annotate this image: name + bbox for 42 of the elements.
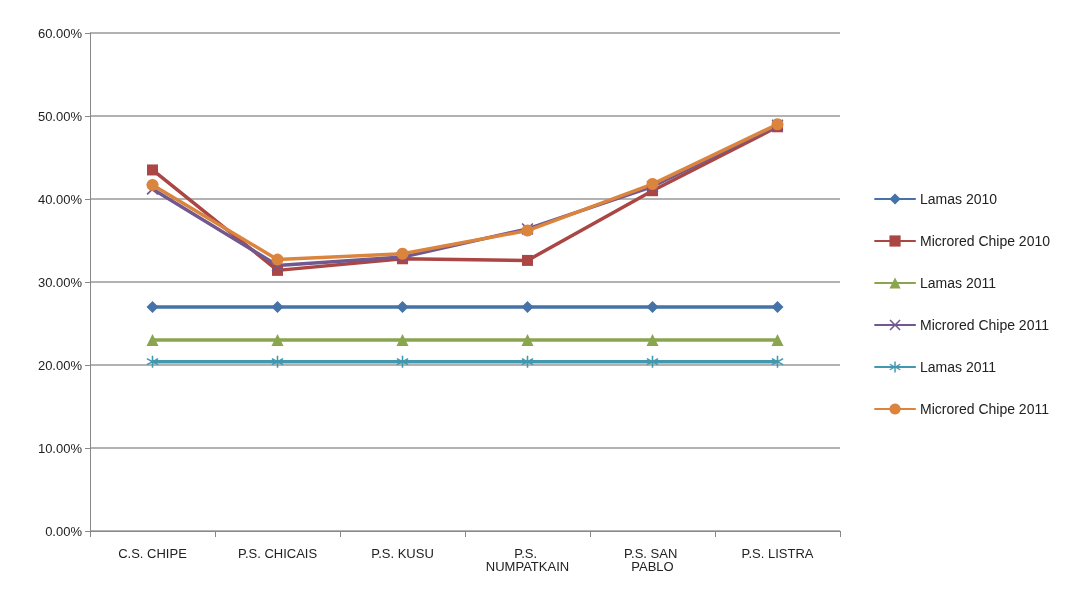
x-tick-label: P.S. SAN PABLO: [624, 546, 681, 574]
point: [396, 300, 409, 313]
x-tick-label: P.S. LISTRA: [741, 546, 814, 561]
point: [146, 334, 159, 347]
point: [521, 334, 534, 347]
point: [147, 164, 158, 176]
point: [146, 300, 159, 313]
point: [271, 355, 284, 368]
x-tick-label: P.S. CHICAIS: [237, 546, 318, 561]
point: [771, 334, 784, 347]
y-tick-label: 30.00%: [37, 274, 83, 290]
point: [521, 300, 534, 313]
y-tick-label: 0.00%: [45, 523, 83, 539]
legend-label: Lamas 2010: [920, 191, 998, 207]
legend-label: Microred Chipe 2010: [920, 233, 1051, 249]
x-tick-label: C.S. CHIPE: [118, 546, 188, 561]
legend-label: Microred Chipe 2011: [920, 317, 1050, 333]
point: [522, 254, 533, 266]
point: [646, 334, 659, 347]
legend-label: Lamas 2011: [920, 275, 997, 291]
point: [771, 300, 784, 313]
point: [271, 334, 284, 347]
y-tick-label: 60.00%: [37, 25, 83, 41]
point: [646, 300, 659, 313]
y-tick-label: 10.00%: [37, 440, 83, 456]
y-tick-label: 40.00%: [37, 191, 83, 207]
point: [396, 334, 409, 347]
y-tick-label: 50.00%: [37, 108, 83, 124]
legend-label: Lamas 2011: [920, 359, 997, 375]
point: [771, 355, 784, 368]
point: [396, 355, 409, 368]
legend-label: Microred Chipe 2011: [920, 401, 1050, 417]
point: [271, 253, 284, 266]
x-tick-label: P.S. NUMPATKAIN: [485, 546, 570, 574]
point: [146, 178, 159, 191]
point: [146, 355, 159, 368]
point: [521, 355, 534, 368]
x-tick-label: P.S. KUSU: [371, 546, 434, 561]
y-tick-label: 20.00%: [37, 357, 83, 373]
point: [396, 247, 409, 260]
point: [646, 355, 659, 368]
point: [271, 300, 284, 313]
